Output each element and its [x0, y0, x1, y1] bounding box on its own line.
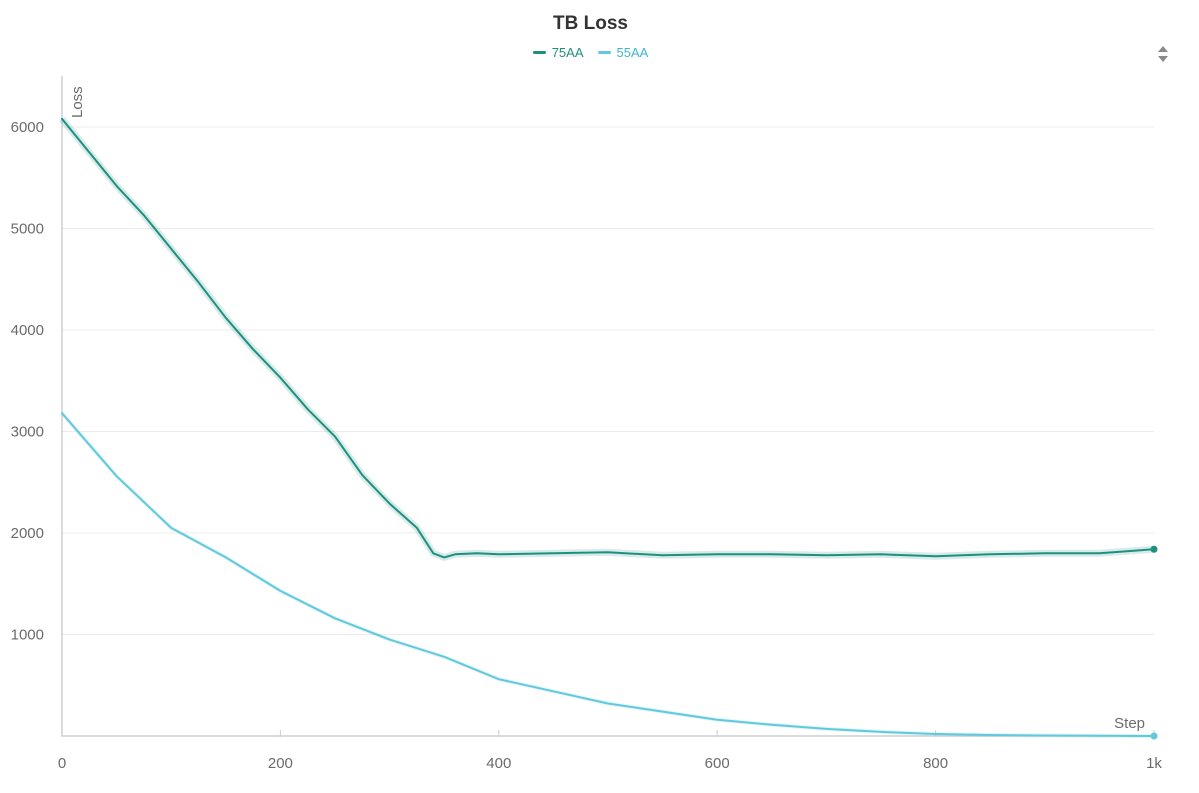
- y-tick-label: 5000: [11, 221, 44, 238]
- legend: 75AA 55AA: [0, 45, 1181, 60]
- series-lines: [59, 116, 1158, 740]
- x-tick-label: 1k: [1146, 755, 1162, 772]
- sort-arrows-icon[interactable]: [1156, 44, 1170, 64]
- x-tick-label: 800: [923, 755, 948, 772]
- x-axis-title: Step: [1114, 715, 1145, 732]
- series-line-55aa[interactable]: [61, 412, 1155, 737]
- series-band-55aa: [60, 411, 1155, 738]
- series-endpoint-55aa: [1150, 732, 1158, 740]
- tick-labels: 1000 2000 3000 4000 5000 6000 0 200 400 600 800 1k: [11, 119, 1163, 772]
- series-band-75aa: [59, 116, 1155, 561]
- legend-swatch-55aa: [597, 51, 611, 54]
- grid-lines: [62, 126, 1154, 635]
- chart-title: TB Loss: [553, 13, 628, 34]
- y-tick-label: 2000: [11, 525, 44, 542]
- y-tick-label: 6000: [11, 119, 44, 136]
- x-tick-label: 0: [58, 755, 66, 772]
- legend-label-55aa: 55AA: [616, 45, 649, 60]
- legend-item-75aa[interactable]: 75AA: [532, 45, 584, 60]
- y-axis-title: Loss: [69, 86, 86, 118]
- x-tick-label: 600: [705, 755, 730, 772]
- legend-label-75aa: 75AA: [551, 45, 584, 60]
- y-tick-label: 1000: [11, 627, 44, 644]
- series-line-75aa[interactable]: [61, 117, 1155, 559]
- y-tick-label: 3000: [11, 424, 44, 441]
- x-tick-label: 400: [486, 755, 511, 772]
- legend-swatch-75aa: [532, 51, 546, 54]
- x-tick-label: 200: [268, 755, 293, 772]
- y-tick-label: 4000: [11, 322, 44, 339]
- series-endpoint-75aa: [1150, 545, 1158, 553]
- axes: [61, 76, 1155, 737]
- legend-item-55aa[interactable]: 55AA: [597, 45, 649, 60]
